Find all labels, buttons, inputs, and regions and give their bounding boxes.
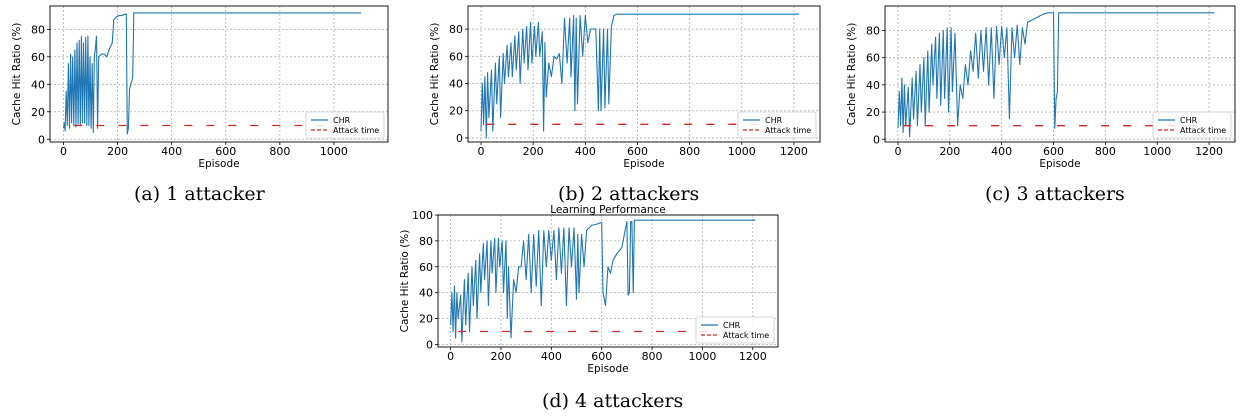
legend-label: Attack time xyxy=(1180,126,1226,135)
y-axis-title: Cache Hit Ratio (%) xyxy=(846,23,858,126)
x-tick-label: 600 xyxy=(1043,145,1064,158)
chart-panel-a: 0 200 400 600 800 1000 0 20 40 60 80 Episode Cache H… xyxy=(0,0,400,210)
plot-frame xyxy=(49,5,389,143)
legend-label: CHR xyxy=(1180,116,1198,125)
y-tick-label: 60 xyxy=(866,52,880,65)
legend-box xyxy=(1152,111,1232,139)
y-axis-title: Cache Hit Ratio (%) xyxy=(399,230,411,333)
plot-frame xyxy=(467,5,821,143)
y-tick-label: 0 xyxy=(456,132,463,145)
y-tick-label: 80 xyxy=(449,23,463,36)
x-tick-label: 200 xyxy=(107,145,128,158)
chr-series xyxy=(897,12,1215,138)
legend-label: Attack time xyxy=(723,331,769,340)
y-axis-title: Cache Hit Ratio (%) xyxy=(429,23,441,126)
x-tick-label: 600 xyxy=(627,145,648,158)
legend-box xyxy=(695,316,775,344)
y-tick-label: 40 xyxy=(31,78,45,91)
caption-d: (d) 4 attackers xyxy=(542,390,684,412)
x-tick-label: 800 xyxy=(679,145,700,158)
x-tick-label: 600 xyxy=(215,145,236,158)
y-tick-label: 80 xyxy=(866,24,880,37)
y-tick-label: 20 xyxy=(31,106,45,119)
x-tick-label: 200 xyxy=(490,350,511,363)
chart-c: 0 200 400 600 800 1000 1200 0 20 40 60 80 Episode Cac… xyxy=(846,5,1236,170)
legend-label: CHR xyxy=(765,116,783,125)
y-tick-label: 20 xyxy=(449,105,463,118)
x-tick-label: 600 xyxy=(591,350,612,363)
legend-box xyxy=(305,111,385,139)
x-tick-label: 400 xyxy=(575,145,596,158)
y-tick-label: 80 xyxy=(31,23,45,36)
x-tick-label: 0 xyxy=(447,350,454,363)
x-tick-label: 400 xyxy=(991,145,1012,158)
chr-series xyxy=(480,13,800,139)
legend-label: CHR xyxy=(333,116,351,125)
x-tick-label: 1000 xyxy=(728,145,756,158)
chart-a: 0 200 400 600 800 1000 0 20 40 60 80 Episode Cache H… xyxy=(11,5,389,170)
y-tick-label: 80 xyxy=(419,235,433,248)
y-axis-title: Cache Hit Ratio (%) xyxy=(11,23,23,126)
x-tick-label: 1000 xyxy=(688,350,716,363)
chr-series xyxy=(450,219,756,343)
x-tick-label: 1000 xyxy=(320,145,348,158)
x-tick-label: 0 xyxy=(894,145,901,158)
x-tick-label: 400 xyxy=(161,145,182,158)
y-tick-label: 60 xyxy=(449,50,463,63)
x-tick-label: 200 xyxy=(523,145,544,158)
y-tick-label: 60 xyxy=(419,261,433,274)
chart-b: 0 200 400 600 800 1000 1200 0 20 40 60 80 Episode Cac… xyxy=(429,5,821,170)
x-axis-title: Episode xyxy=(623,158,664,170)
legend-box xyxy=(737,111,817,139)
y-tick-label: 0 xyxy=(38,133,45,146)
caption-a: (a) 1 attacker xyxy=(134,183,265,205)
x-tick-label: 200 xyxy=(939,145,960,158)
chart-title: Learning Performance xyxy=(550,204,665,216)
y-tick-label: 20 xyxy=(866,106,880,119)
x-tick-label: 0 xyxy=(478,145,485,158)
x-axis-title: Episode xyxy=(587,363,628,375)
legend-label: Attack time xyxy=(765,126,811,135)
chart-panel-d: Learning Performance 0 200 400 600 800 1000 120… xyxy=(380,204,780,416)
x-tick-label: 800 xyxy=(642,350,663,363)
y-tick-label: 100 xyxy=(412,209,433,222)
x-axis-title: Episode xyxy=(198,158,239,170)
y-tick-label: 40 xyxy=(419,287,433,300)
y-tick-label: 40 xyxy=(449,78,463,91)
x-tick-label: 1200 xyxy=(739,350,767,363)
x-tick-label: 0 xyxy=(60,145,67,158)
y-tick-label: 20 xyxy=(419,313,433,326)
caption-b: (b) 2 attackers xyxy=(558,183,700,205)
y-tick-label: 40 xyxy=(866,79,880,92)
y-tick-label: 60 xyxy=(31,51,45,64)
x-tick-label: 800 xyxy=(269,145,290,158)
x-tick-label: 1200 xyxy=(1195,145,1223,158)
y-tick-label: 0 xyxy=(426,338,433,351)
x-tick-label: 1200 xyxy=(780,145,808,158)
y-tick-label: 0 xyxy=(873,133,880,146)
x-tick-label: 400 xyxy=(541,350,562,363)
chart-panel-c: 0 200 400 600 800 1000 1200 0 20 40 60 80 Episode Cac… xyxy=(835,0,1243,210)
x-tick-label: 1000 xyxy=(1143,145,1171,158)
x-axis-title: Episode xyxy=(1039,158,1080,170)
x-tick-label: 800 xyxy=(1095,145,1116,158)
plot-frame xyxy=(884,5,1236,143)
legend-label: CHR xyxy=(723,321,741,330)
caption-c: (c) 3 attackers xyxy=(985,183,1125,205)
chr-series xyxy=(62,12,361,135)
plot-frame xyxy=(437,214,779,348)
chart-panel-b: 0 200 400 600 800 1000 1200 0 20 40 60 80 Episode Cac… xyxy=(410,0,830,210)
legend-label: Attack time xyxy=(333,126,379,135)
